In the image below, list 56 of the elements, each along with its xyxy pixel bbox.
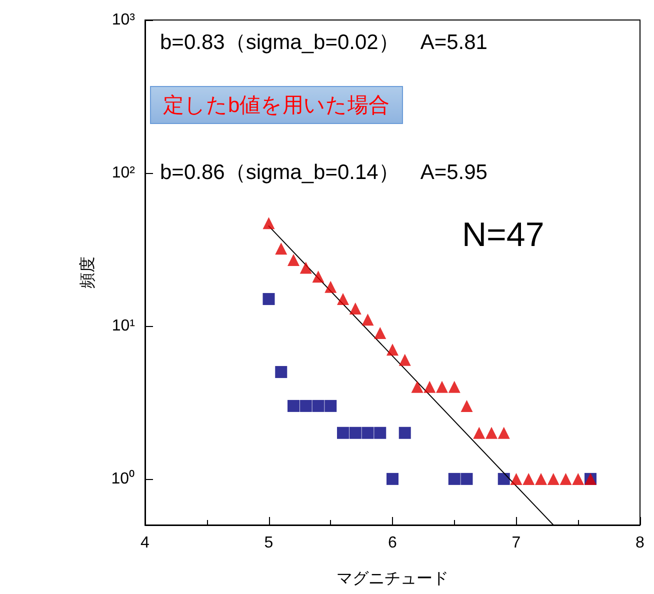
point [448, 472, 460, 485]
x-tick-label: 8 [636, 534, 645, 552]
x-tick-label: 6 [388, 534, 398, 552]
x-tick-label: 7 [512, 534, 521, 552]
y-tick-label: 10² [112, 164, 136, 182]
point [312, 400, 324, 412]
point [324, 400, 337, 412]
point [374, 426, 386, 439]
annotation: b=0.86（sigma_b=0.14） A=5.95 [160, 160, 488, 186]
x-axis-title: マグニチュード [336, 568, 448, 588]
point [262, 293, 275, 306]
point [362, 314, 374, 326]
point [498, 426, 510, 439]
annotation: 定したb値を用いた場合 [150, 86, 403, 124]
point [337, 426, 349, 439]
point [560, 472, 572, 485]
point [448, 380, 460, 393]
point [411, 380, 424, 393]
annotation: N=47 [462, 216, 544, 255]
point [275, 366, 288, 378]
point [398, 354, 411, 366]
point [300, 262, 312, 274]
point [522, 472, 535, 485]
point [288, 400, 300, 412]
point [436, 380, 448, 393]
point [473, 426, 486, 439]
point [386, 344, 398, 356]
point [547, 472, 560, 485]
point [312, 270, 324, 283]
point [324, 280, 337, 293]
point [535, 472, 547, 485]
point [498, 472, 510, 485]
y-tick-label: 10¹ [112, 317, 135, 334]
point [398, 426, 411, 439]
point [510, 472, 522, 485]
point [460, 400, 473, 412]
point [349, 426, 362, 439]
y-tick-label: 10³ [112, 12, 136, 28]
point [262, 217, 275, 230]
point [349, 302, 362, 315]
point [460, 472, 473, 485]
point [275, 242, 288, 255]
point [486, 426, 498, 439]
point [288, 254, 300, 266]
point [424, 380, 436, 393]
point [362, 426, 374, 439]
point [572, 472, 584, 485]
annotation: b=0.83（sigma_b=0.02） A=5.81 [160, 30, 488, 56]
x-tick-label: 5 [264, 534, 274, 552]
x-tick-label: 4 [140, 534, 150, 552]
point [300, 400, 312, 412]
point [337, 293, 349, 306]
point [386, 472, 398, 485]
point [374, 326, 386, 339]
y-tick-label: 10⁰ [111, 469, 135, 488]
y-axis-title: 頻度 [78, 256, 96, 288]
